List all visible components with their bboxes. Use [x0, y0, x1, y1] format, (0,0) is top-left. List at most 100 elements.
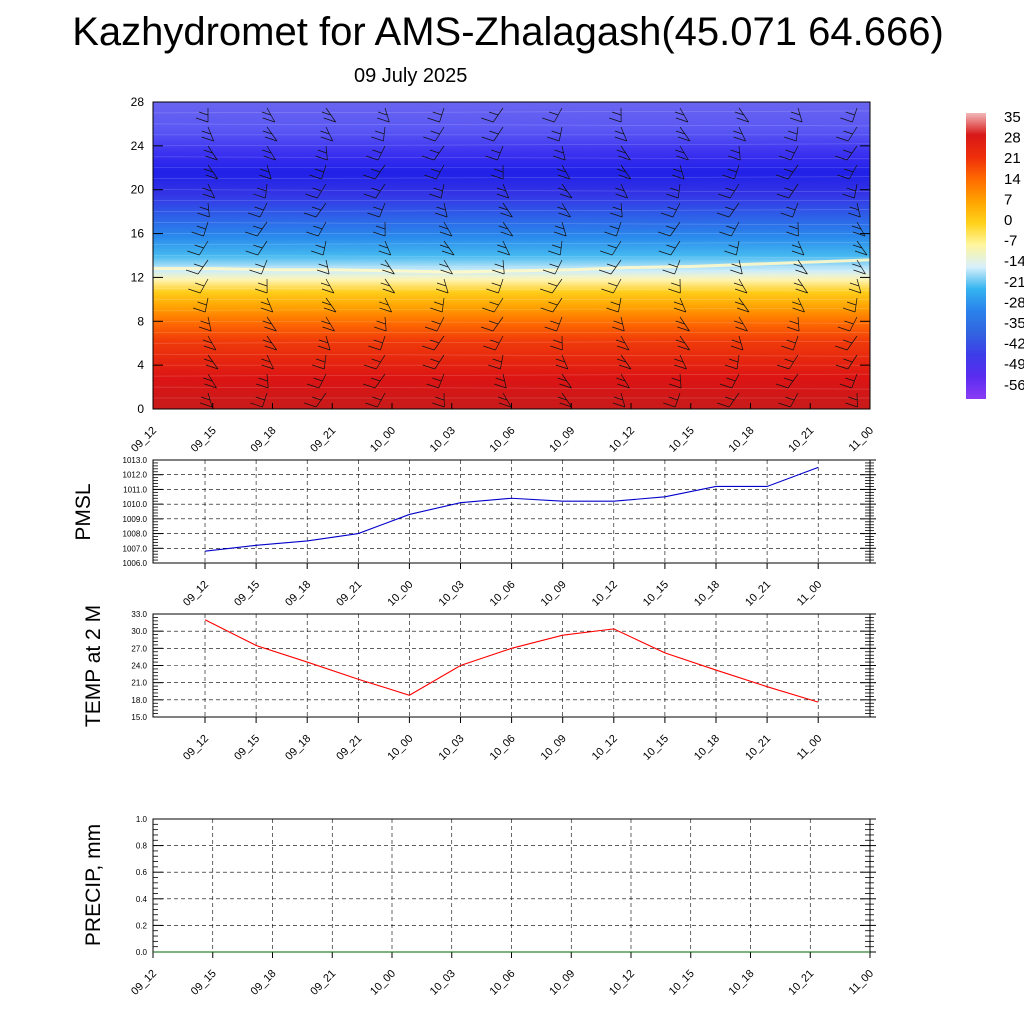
wind-barb-flag	[203, 377, 213, 382]
wind-barb-flag	[781, 345, 794, 351]
wind-barb-flag	[907, 169, 916, 172]
x-tick-label: 09_15	[232, 733, 262, 763]
wind-barb-column	[185, 108, 219, 408]
wind-barb-flag	[675, 130, 686, 135]
wind-barb-flag	[549, 111, 559, 116]
wind-barb-flag	[784, 136, 797, 142]
colorbar-label: 28	[1004, 130, 1021, 147]
wind-barb-flag	[485, 155, 498, 161]
wind-barb-flag	[914, 232, 926, 236]
wind-barb-flag	[321, 288, 335, 294]
wind-barb-flag	[318, 339, 329, 344]
wind-barb-column	[362, 107, 395, 408]
y-tick-label: 0.8	[136, 842, 148, 851]
wind-barb-flag	[675, 117, 689, 123]
wind-barb-flag	[846, 301, 857, 306]
wind-barb-flag	[671, 377, 681, 382]
wind-barb-flag	[775, 383, 789, 389]
wind-barb-flag	[312, 364, 325, 370]
wind-barb-flag	[249, 269, 262, 275]
wind-barb-flag	[305, 193, 318, 199]
wind-barb-flag	[423, 136, 436, 142]
colorbar-label: 14	[1004, 171, 1021, 188]
wind-barb-flag	[492, 358, 502, 363]
y-tick-label: 8	[137, 314, 144, 328]
wind-barb-flag	[736, 307, 750, 313]
wind-barb-flag	[617, 383, 630, 389]
x-tick-label: 10_18	[727, 425, 757, 455]
wind-barb-flag	[791, 244, 802, 249]
wind-barb-flag	[547, 282, 558, 287]
wind-barb-flag	[380, 263, 390, 268]
wind-barb-staff	[325, 335, 331, 351]
wind-barb-flag	[363, 193, 376, 199]
wind-barb-flag	[312, 187, 322, 192]
colorbar-gradient	[966, 113, 986, 399]
wind-barb-flag	[845, 111, 855, 116]
wind-barb-flag	[910, 188, 919, 191]
wind-barb-flag	[548, 301, 558, 306]
wind-barb-staff	[492, 107, 504, 123]
wind-barb-flag	[255, 263, 265, 268]
wind-barb-flag	[616, 345, 630, 351]
wind-barb-flag	[257, 282, 268, 287]
x-tick-label: 09_21	[334, 579, 364, 609]
wind-barb-flag	[834, 155, 848, 161]
wind-barb-flag	[260, 301, 271, 306]
x-tick-label: 10_09	[539, 733, 569, 763]
wind-barb-flag	[430, 130, 440, 135]
y-tick-label: 33.0	[131, 610, 147, 619]
wind-barb-flag	[718, 193, 731, 199]
wind-barb-flag	[432, 402, 445, 408]
wind-barb-flag	[201, 136, 214, 142]
wind-barb-flag	[668, 288, 681, 294]
x-tick-label: 09_18	[249, 425, 279, 455]
wind-barb-flag	[906, 359, 915, 362]
wind-barb-flag	[616, 149, 626, 154]
heatmap-fill	[153, 102, 926, 409]
wind-barb-flag	[783, 168, 794, 173]
wind-barb-flag	[608, 282, 618, 287]
wind-barb-flag	[309, 174, 322, 180]
wind-barb-flag	[378, 250, 391, 256]
x-tick-label: 10_06	[488, 733, 518, 763]
x-tick-label: 10_06	[488, 579, 518, 609]
wind-barb-flag	[606, 307, 619, 313]
wind-barb-staff	[916, 374, 919, 388]
wind-barb-flag	[789, 225, 799, 230]
x-tick-label: 11_00	[795, 579, 825, 609]
x-tick-label: 10_21	[743, 733, 773, 763]
wind-barb-flag	[905, 270, 917, 274]
wind-barb-flag	[498, 402, 512, 408]
wind-barb-staff	[443, 259, 453, 275]
precip-panel: 0.0 0.2 0.4 0.6 0.8 1.0 09_12 09_15 09_18 09_21 10…	[82, 815, 876, 998]
wind-barb-flag	[375, 225, 386, 230]
wind-barb-flag	[609, 225, 619, 230]
x-tick-label: 10_15	[641, 579, 671, 609]
x-tick-label: 10_15	[667, 968, 697, 998]
wind-barb-flag	[422, 364, 435, 370]
wind-barb-flag	[203, 168, 213, 173]
wind-barb-staff	[620, 164, 631, 180]
wind-barb-column	[480, 107, 513, 408]
wind-barb-flag	[550, 320, 560, 325]
y-tick-label: 18.0	[131, 696, 147, 705]
wind-barb-flag	[845, 402, 858, 408]
wind-barb-flag	[786, 339, 796, 344]
wind-barb-staff	[847, 126, 858, 142]
contour-line	[153, 308, 870, 311]
wind-barb-flag	[559, 402, 572, 408]
wind-barb-flag	[367, 212, 380, 218]
wind-barb-flag	[440, 269, 453, 275]
wind-barb-flag	[795, 288, 808, 294]
wind-barb-flag	[202, 187, 212, 192]
wind-barb-flag	[778, 402, 791, 408]
wind-barb-flag	[373, 206, 383, 211]
x-tick-label: 09_12	[181, 579, 211, 609]
wind-barb-flag	[790, 117, 803, 123]
wind-barb-flag	[306, 383, 320, 389]
wind-barb-flag	[904, 175, 916, 179]
y-tick-label: 27.0	[131, 644, 147, 653]
wind-barb-flag	[612, 402, 626, 408]
